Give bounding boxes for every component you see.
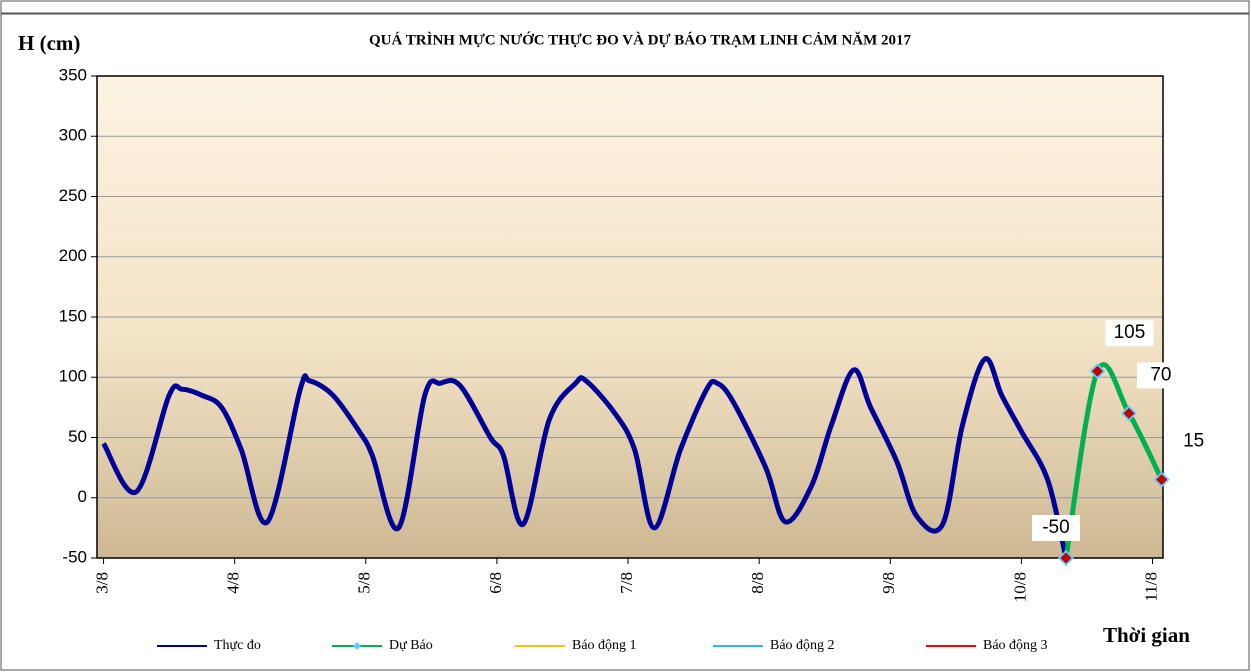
data-label: 105 [1114, 322, 1146, 343]
x-tick-label: 11/8 [1141, 572, 1160, 602]
x-axis-label: Thời gian [1103, 623, 1190, 647]
chart-title: QUÁ TRÌNH MỰC NƯỚC THỰC ĐO VÀ DỰ BÁO TRẠ… [369, 31, 912, 48]
y-tick-label: 200 [59, 246, 87, 265]
y-tick-label: 300 [59, 126, 87, 145]
x-tick-label: 5/8 [355, 572, 374, 594]
x-tick-label: 4/8 [224, 572, 243, 594]
data-label-bg [1136, 362, 1185, 389]
x-tick-label: 7/8 [617, 572, 636, 594]
series-line [1063, 362, 1164, 559]
y-tick-label: 100 [59, 367, 87, 386]
x-tick-label: 9/8 [879, 572, 898, 594]
legend-label: Thực đo [214, 638, 261, 653]
legend-marker [353, 642, 361, 650]
y-tick-label: 150 [59, 306, 87, 325]
legend-label: Báo động 1 [572, 638, 637, 653]
data-label-bg [1031, 515, 1080, 541]
y-tick-label: 50 [68, 427, 87, 446]
legend-label: Báo động 2 [770, 638, 835, 653]
x-tick-label: 8/8 [748, 572, 767, 594]
y-tick-label: 0 [78, 487, 87, 506]
marker [1156, 474, 1168, 486]
marker [1060, 552, 1072, 564]
y-tick-label: 250 [59, 186, 87, 205]
y-tick-label: 350 [59, 65, 87, 84]
data-point [1153, 471, 1170, 488]
y-axis-label: H (cm) [18, 31, 80, 55]
y-tick-label: -50 [62, 547, 87, 566]
marker [1123, 407, 1135, 419]
marker [1091, 365, 1103, 377]
series-line [101, 356, 1069, 559]
data-label-bg [1105, 320, 1154, 347]
legend-label: Báo động 3 [983, 638, 1048, 653]
data-point [1120, 405, 1137, 422]
data-point [1057, 550, 1074, 566]
data-label: 15 [1183, 431, 1204, 452]
legend-label: Dự Báo [389, 638, 433, 653]
data-point [1089, 363, 1106, 380]
x-tick-label: 3/8 [92, 572, 111, 594]
plot-border [96, 75, 1164, 559]
x-tick-label: 10/8 [1010, 572, 1029, 602]
data-label: 70 [1150, 364, 1171, 385]
top-frame [0, 0, 1250, 14]
data-label: -50 [1042, 517, 1069, 538]
data-label-bg [1169, 428, 1218, 455]
x-tick-label: 6/8 [486, 572, 505, 594]
